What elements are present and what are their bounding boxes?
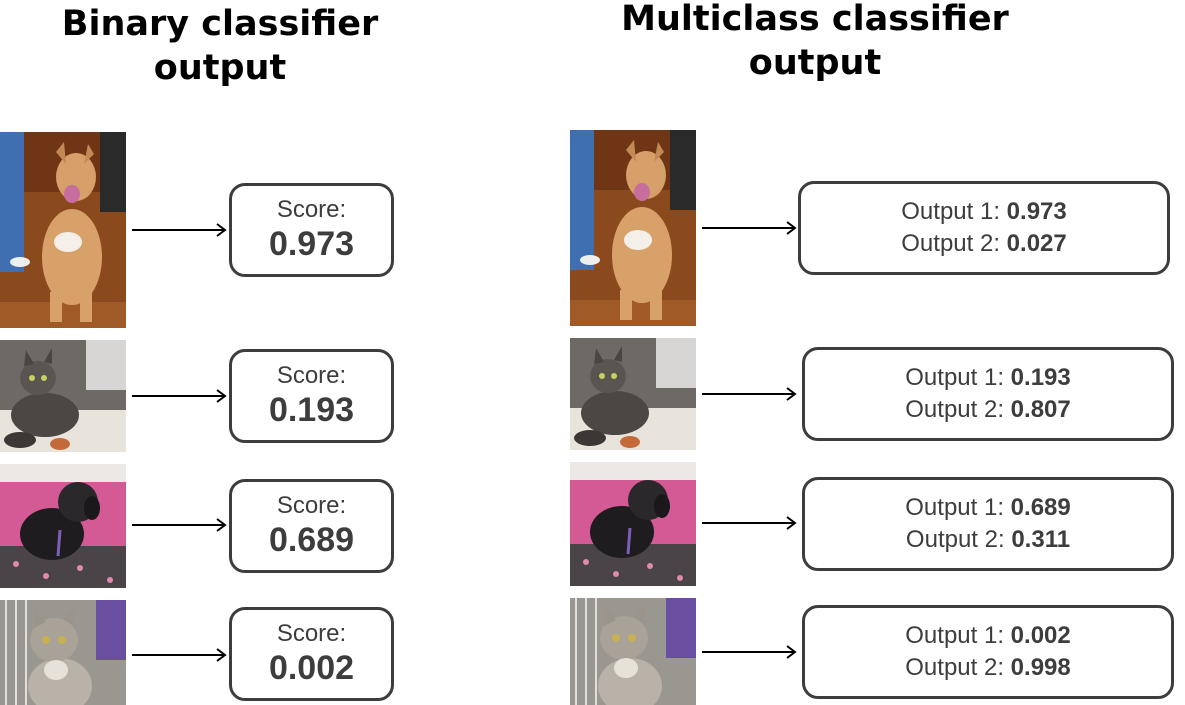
tabby-kitten-photo bbox=[0, 340, 126, 452]
tan-dog-photo bbox=[570, 130, 696, 326]
output-1-line: Output 1: 0.973 bbox=[901, 196, 1066, 228]
black-dog-photo bbox=[570, 462, 696, 586]
output-2-value: 0.311 bbox=[1011, 526, 1071, 553]
binary-score-box: Score: 0.689 bbox=[229, 479, 394, 573]
arrow-icon bbox=[702, 645, 797, 659]
output-1-label: Output 1: bbox=[901, 198, 1000, 225]
arrow-icon bbox=[702, 387, 797, 401]
score-label: Score: bbox=[276, 196, 347, 223]
score-label: Score: bbox=[276, 492, 347, 519]
score-value: 0.973 bbox=[268, 225, 355, 263]
score-value: 0.689 bbox=[268, 521, 355, 559]
output-2-value: 0.027 bbox=[1006, 230, 1067, 257]
output-2-label: Output 2: bbox=[905, 396, 1004, 423]
arrow-icon bbox=[132, 389, 227, 403]
output-2-label: Output 2: bbox=[905, 526, 1005, 553]
score-label: Score: bbox=[276, 362, 347, 389]
tabby-kitten-photo bbox=[570, 338, 696, 450]
output-1-line: Output 1: 0.002 bbox=[905, 620, 1070, 652]
multiclass-output-box: Output 1: 0.193 Output 2: 0.807 bbox=[802, 347, 1174, 441]
output-2-line: Output 2: 0.807 bbox=[905, 394, 1070, 426]
grey-cat-photo bbox=[570, 598, 696, 705]
output-2-label: Output 2: bbox=[905, 654, 1004, 681]
arrow-icon bbox=[702, 516, 797, 530]
output-1-value: 0.002 bbox=[1010, 622, 1071, 649]
arrow-icon bbox=[132, 648, 227, 662]
black-dog-photo bbox=[0, 464, 126, 588]
binary-score-box: Score: 0.193 bbox=[229, 349, 394, 443]
output-1-label: Output 1: bbox=[905, 622, 1004, 649]
multiclass-output-box: Output 1: 0.973 Output 2: 0.027 bbox=[798, 181, 1170, 275]
tan-dog-photo bbox=[0, 132, 126, 328]
output-2-line: Output 2: 0.311 bbox=[906, 524, 1070, 556]
arrow-icon bbox=[702, 221, 797, 235]
output-2-line: Output 2: 0.998 bbox=[905, 652, 1070, 684]
output-1-value: 0.973 bbox=[1006, 198, 1067, 225]
output-2-label: Output 2: bbox=[901, 230, 1000, 257]
binary-score-box: Score: 0.973 bbox=[229, 183, 394, 277]
multiclass-classifier-title: Multiclass classifier output bbox=[621, 0, 1009, 83]
output-1-label: Output 1: bbox=[905, 364, 1004, 391]
output-1-value: 0.689 bbox=[1010, 494, 1071, 521]
output-1-line: Output 1: 0.689 bbox=[905, 492, 1070, 524]
arrow-icon bbox=[132, 518, 227, 532]
multiclass-output-box: Output 1: 0.002 Output 2: 0.998 bbox=[802, 605, 1174, 699]
score-label: Score: bbox=[276, 620, 347, 647]
multiclass-output-box: Output 1: 0.689 Output 2: 0.311 bbox=[802, 477, 1174, 571]
score-value: 0.193 bbox=[268, 391, 355, 429]
binary-classifier-title: Binary classifier output bbox=[61, 4, 379, 88]
output-1-line: Output 1: 0.193 bbox=[905, 362, 1070, 394]
arrow-icon bbox=[132, 223, 227, 237]
output-2-line: Output 2: 0.027 bbox=[901, 228, 1066, 260]
output-1-label: Output 1: bbox=[905, 494, 1004, 521]
binary-score-box: Score: 0.002 bbox=[229, 607, 394, 701]
output-1-value: 0.193 bbox=[1010, 364, 1071, 391]
grey-cat-photo bbox=[0, 600, 126, 705]
output-2-value: 0.807 bbox=[1010, 396, 1071, 423]
output-2-value: 0.998 bbox=[1010, 654, 1071, 681]
score-value: 0.002 bbox=[268, 649, 355, 687]
